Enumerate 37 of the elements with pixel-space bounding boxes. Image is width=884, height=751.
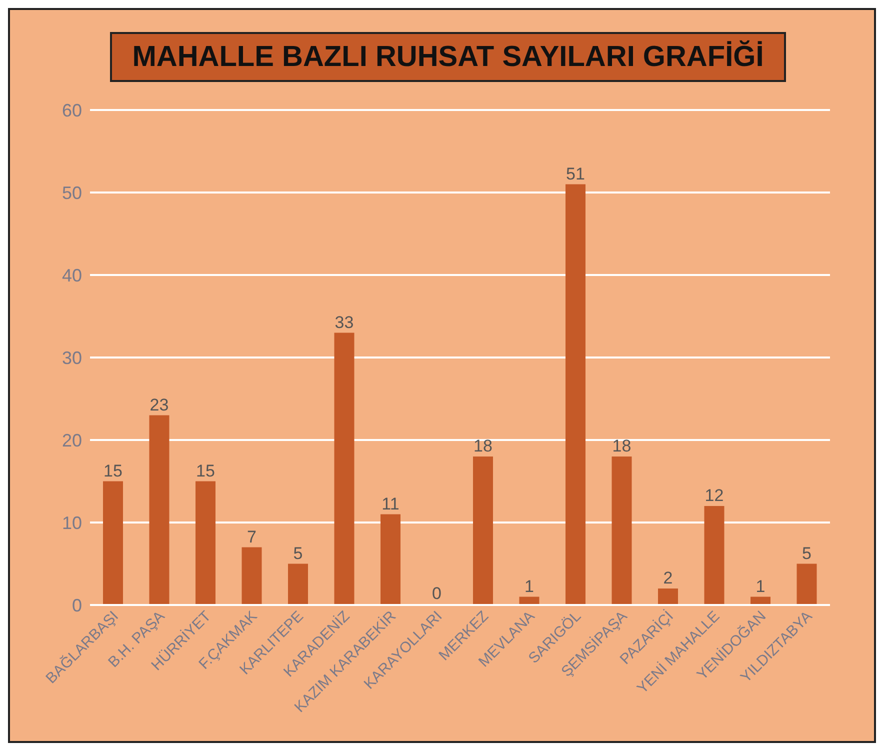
y-tick-label: 10 <box>62 512 82 533</box>
y-tick-label: 40 <box>62 265 82 286</box>
bar <box>149 415 170 605</box>
bar <box>612 456 632 605</box>
bar <box>704 506 724 605</box>
data-label: 0 <box>432 584 442 603</box>
data-label: 12 <box>704 486 724 505</box>
bar <box>473 456 493 605</box>
bar <box>796 564 817 605</box>
data-label: 5 <box>293 544 303 563</box>
bar <box>334 332 354 605</box>
data-label: 23 <box>150 395 169 414</box>
y-tick-label: 30 <box>62 348 82 368</box>
bar <box>288 564 308 605</box>
bar <box>196 481 216 605</box>
data-label: 18 <box>474 436 492 456</box>
data-label: 15 <box>104 461 122 480</box>
data-label: 5 <box>802 544 812 563</box>
data-label: 51 <box>566 164 585 184</box>
data-label: 33 <box>334 312 354 332</box>
data-label: 18 <box>612 436 632 456</box>
data-label: 1 <box>756 576 766 596</box>
data-label: 11 <box>382 494 400 514</box>
data-label: 1 <box>524 576 534 596</box>
data-label: 7 <box>247 527 256 546</box>
bar <box>380 514 400 605</box>
chart-title: MAHALLE BAZLI RUHSAT SAYILARI GRAFİĞİ <box>110 32 786 82</box>
data-label: 15 <box>196 461 215 480</box>
data-label: 2 <box>663 568 673 588</box>
bar <box>566 184 586 605</box>
y-tick-label: 50 <box>62 182 82 203</box>
bar <box>242 547 262 605</box>
bar <box>658 588 678 605</box>
y-tick-label: 20 <box>62 430 82 450</box>
y-tick-label: 0 <box>72 595 82 616</box>
y-tick-label: 60 <box>62 100 82 120</box>
bar <box>103 481 123 605</box>
